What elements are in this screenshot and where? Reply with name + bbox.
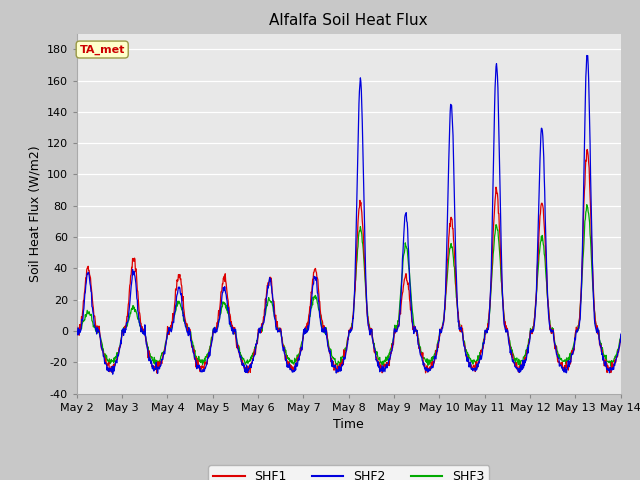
SHF1 bbox=[555, 359, 563, 365]
Line: SHF1: SHF1 bbox=[77, 149, 621, 373]
SHF2 bbox=[555, 355, 563, 361]
SHF2 bbox=[73, 329, 81, 335]
SHF1 bbox=[555, 359, 563, 364]
SHF3 bbox=[157, 353, 165, 359]
SHF2 bbox=[583, 53, 591, 59]
SHF3 bbox=[554, 350, 562, 356]
SHF2 bbox=[133, 296, 141, 301]
Y-axis label: Soil Heat Flux (W/m2): Soil Heat Flux (W/m2) bbox=[28, 145, 41, 282]
Title: Alfalfa Soil Heat Flux: Alfalfa Soil Heat Flux bbox=[269, 13, 428, 28]
SHF2 bbox=[158, 356, 166, 362]
SHF1 bbox=[404, 280, 412, 286]
SHF2 bbox=[404, 241, 412, 247]
SHF1 bbox=[73, 324, 81, 330]
SHF3 bbox=[555, 351, 563, 357]
Legend: SHF1, SHF2, SHF3: SHF1, SHF2, SHF3 bbox=[209, 465, 489, 480]
SHF3 bbox=[132, 310, 140, 315]
Line: SHF2: SHF2 bbox=[77, 56, 621, 374]
SHF1 bbox=[584, 146, 591, 152]
SHF3 bbox=[497, 278, 505, 284]
SHF1 bbox=[498, 280, 506, 286]
SHF3 bbox=[607, 363, 614, 369]
SHF2 bbox=[498, 264, 506, 270]
Text: TA_met: TA_met bbox=[79, 44, 125, 55]
SHF2 bbox=[109, 372, 116, 377]
Line: SHF3: SHF3 bbox=[77, 204, 621, 366]
SHF3 bbox=[617, 334, 625, 339]
SHF3 bbox=[73, 325, 81, 331]
SHF1 bbox=[153, 370, 161, 376]
SHF3 bbox=[404, 252, 412, 257]
SHF1 bbox=[158, 360, 166, 366]
SHF1 bbox=[617, 335, 625, 340]
SHF2 bbox=[617, 331, 625, 337]
SHF2 bbox=[555, 355, 563, 361]
SHF3 bbox=[583, 202, 591, 207]
X-axis label: Time: Time bbox=[333, 418, 364, 431]
SHF1 bbox=[132, 270, 140, 276]
